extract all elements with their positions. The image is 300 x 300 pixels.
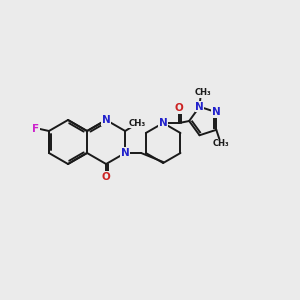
Text: CH₃: CH₃ <box>194 88 211 97</box>
Text: F: F <box>32 124 40 134</box>
Text: N: N <box>121 148 130 158</box>
Text: O: O <box>175 103 184 113</box>
Text: CH₃: CH₃ <box>213 139 230 148</box>
Text: N: N <box>159 118 167 128</box>
Text: O: O <box>102 172 110 182</box>
Text: CH₃: CH₃ <box>128 118 146 127</box>
Text: N: N <box>212 107 221 117</box>
Text: N: N <box>102 115 110 125</box>
Text: N: N <box>195 102 204 112</box>
